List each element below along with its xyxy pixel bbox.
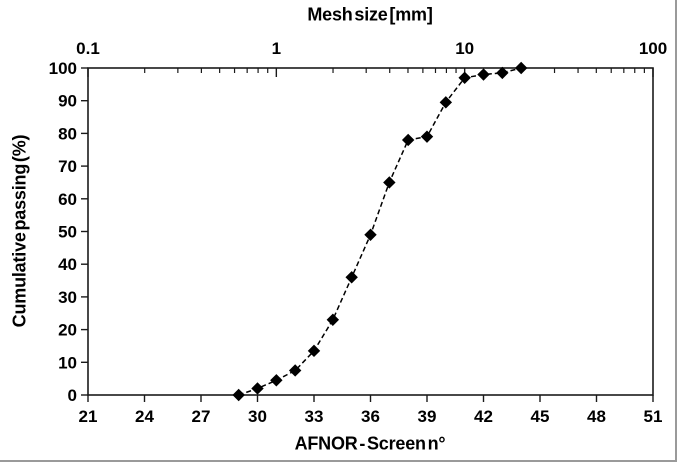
data-point bbox=[270, 374, 283, 387]
y-axis-tick-label: 70 bbox=[58, 157, 77, 176]
x-axis-tick-label: 36 bbox=[361, 407, 380, 426]
y-axis-tick-label: 100 bbox=[49, 59, 77, 78]
data-point bbox=[439, 96, 453, 109]
top-axis-title: Mesh size [mm] bbox=[307, 4, 433, 25]
y-axis-title: Cumulative passing (%) bbox=[9, 134, 30, 328]
x-axis-title: AFNOR - Screen n° bbox=[294, 433, 446, 454]
data-point bbox=[383, 176, 396, 189]
data-point bbox=[232, 388, 245, 402]
x-axis-tick-label: 27 bbox=[192, 407, 211, 426]
data-point bbox=[326, 313, 340, 326]
data-point bbox=[288, 364, 302, 377]
x-axis-tick-label: 45 bbox=[531, 407, 550, 426]
y-axis-tick-label: 0 bbox=[68, 386, 77, 405]
x-axis-tick-label: 30 bbox=[248, 407, 267, 426]
x-axis-tick-label: 21 bbox=[79, 407, 98, 426]
data-point bbox=[496, 66, 509, 80]
top-axis-tick-label: 10 bbox=[455, 39, 474, 58]
top-axis-tick-label: 100 bbox=[639, 39, 667, 58]
x-axis-tick-label: 48 bbox=[587, 407, 606, 426]
y-axis-tick-label: 80 bbox=[58, 124, 77, 143]
data-point bbox=[514, 61, 528, 75]
data-point bbox=[364, 228, 377, 241]
y-axis-tick-label: 90 bbox=[58, 92, 77, 111]
data-point bbox=[420, 130, 434, 143]
x-axis-tick-label: 24 bbox=[135, 407, 154, 426]
x-axis-tick-label: 51 bbox=[644, 407, 663, 426]
data-point bbox=[477, 68, 490, 81]
y-axis-tick-label: 10 bbox=[58, 353, 77, 372]
data-point bbox=[401, 133, 415, 147]
x-axis-tick-label: 39 bbox=[418, 407, 437, 426]
y-axis-tick-label: 20 bbox=[58, 321, 77, 340]
data-point bbox=[307, 344, 321, 358]
top-axis-tick-label: 0.1 bbox=[76, 39, 100, 58]
top-axis-tick-label: 1 bbox=[272, 39, 281, 58]
data-point bbox=[458, 71, 471, 85]
y-axis-tick-label: 40 bbox=[58, 255, 77, 274]
x-axis-tick-label: 33 bbox=[305, 407, 324, 426]
y-axis-tick-label: 50 bbox=[58, 223, 77, 242]
x-axis-tick-label: 42 bbox=[474, 407, 493, 426]
y-axis-tick-label: 60 bbox=[58, 190, 77, 209]
data-line bbox=[238, 67, 522, 396]
y-axis-tick-label: 30 bbox=[58, 288, 77, 307]
data-point bbox=[345, 271, 358, 284]
data-point bbox=[251, 382, 264, 395]
